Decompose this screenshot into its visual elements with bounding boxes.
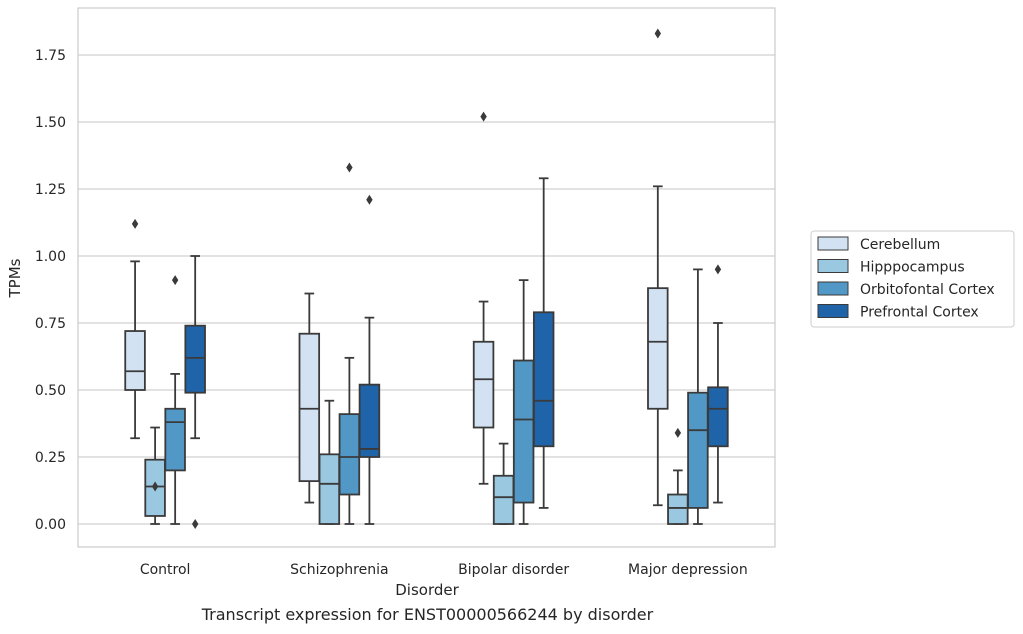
legend-frame bbox=[810, 230, 1015, 328]
box-plot bbox=[144, 426, 166, 525]
y-tick-label: 1.75 bbox=[35, 48, 66, 64]
box-plot bbox=[338, 162, 361, 525]
box-plot bbox=[532, 177, 555, 509]
legend-swatch bbox=[817, 281, 849, 296]
series-prefrontal-cortex bbox=[184, 177, 729, 529]
outlier-point bbox=[674, 427, 682, 438]
box-plot bbox=[358, 194, 381, 525]
y-tick-label: 1.50 bbox=[35, 115, 66, 131]
outlier-point bbox=[714, 264, 722, 275]
y-tick-label: 1.00 bbox=[35, 249, 66, 265]
x-axis-title: Disorder bbox=[395, 581, 459, 599]
x-tick-label: Schizophrenia bbox=[290, 562, 388, 578]
box-iqr bbox=[184, 324, 206, 394]
legend-label: Hipppocampus bbox=[860, 260, 965, 276]
x-tick-labels: Control Schizophrenia Bipolar disorder Majo… bbox=[140, 562, 748, 578]
box-iqr bbox=[358, 383, 381, 458]
legend-swatch bbox=[817, 236, 849, 251]
box-plot bbox=[707, 264, 729, 504]
series-hipppocampus bbox=[144, 399, 689, 525]
box-plot bbox=[492, 442, 515, 525]
outlier-point bbox=[366, 194, 373, 205]
box-plot bbox=[512, 279, 535, 525]
x-tick-label: Control bbox=[140, 562, 191, 578]
legend-swatch bbox=[817, 259, 849, 273]
plot-frame bbox=[77, 7, 776, 548]
legend-swatch bbox=[817, 304, 849, 318]
outlier-point bbox=[131, 218, 139, 229]
box-plot bbox=[472, 111, 495, 485]
box-iqr bbox=[298, 332, 321, 483]
legend-label: Prefrontal Cortex bbox=[860, 305, 979, 321]
box-iqr bbox=[318, 453, 341, 525]
series-orbitofontal-cortex bbox=[164, 162, 709, 525]
y-tick-labels: 0.00 0.25 0.50 0.75 1.00 1.25 1.50 1.75 bbox=[35, 48, 66, 533]
series-cerebellum bbox=[124, 28, 669, 507]
box-iqr bbox=[124, 330, 146, 391]
box-iqr bbox=[532, 311, 555, 448]
box-iqr bbox=[472, 340, 495, 429]
box-iqr bbox=[647, 287, 669, 410]
box-iqr bbox=[492, 474, 515, 525]
box-iqr bbox=[338, 413, 361, 496]
y-tick-label: 1.25 bbox=[35, 182, 66, 198]
x-tick-label: Bipolar disorder bbox=[458, 562, 569, 578]
y-tick-label: 0.25 bbox=[35, 450, 66, 466]
outlier-point bbox=[480, 111, 487, 122]
box-plot bbox=[298, 292, 321, 504]
outlier-point bbox=[654, 28, 662, 39]
box-iqr bbox=[164, 407, 186, 472]
y-tick-label: 0.75 bbox=[35, 316, 66, 332]
legend-label: Cerebellum bbox=[860, 237, 940, 253]
box-iqr bbox=[512, 359, 535, 504]
outlier-point bbox=[191, 519, 199, 529]
y-axis-title: TPMs bbox=[6, 258, 24, 298]
box-series bbox=[124, 28, 729, 529]
box-plot bbox=[647, 28, 669, 507]
box-plot bbox=[687, 268, 709, 525]
box-plot bbox=[184, 255, 206, 529]
y-tick-label: 0.50 bbox=[35, 383, 66, 399]
outlier-point bbox=[346, 162, 353, 173]
box-iqr bbox=[667, 493, 689, 525]
box-iqr bbox=[707, 386, 729, 448]
chart-caption: Transcript expression for ENST0000056624… bbox=[201, 605, 654, 624]
y-tick-label: 0.00 bbox=[35, 517, 66, 533]
box-plot bbox=[318, 399, 341, 525]
box-plot bbox=[164, 275, 186, 525]
legend: Cerebellum Hipppocampus Orbitofontal Corte… bbox=[810, 230, 1015, 328]
box-plot bbox=[667, 427, 689, 525]
box-plot bbox=[124, 218, 146, 440]
outlier-point bbox=[171, 275, 179, 286]
outlier-point bbox=[151, 481, 159, 492]
legend-label: Orbitofontal Cortex bbox=[860, 282, 995, 298]
box-iqr bbox=[687, 391, 709, 509]
x-tick-label: Major depression bbox=[628, 562, 748, 578]
